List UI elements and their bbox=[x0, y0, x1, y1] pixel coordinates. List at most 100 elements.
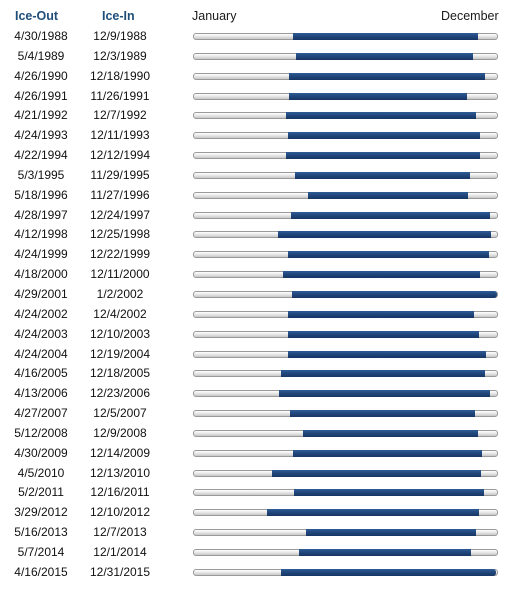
ice-out-date: 4/26/1990 bbox=[14, 68, 68, 83]
ice-out-date: 4/24/1999 bbox=[14, 247, 68, 262]
table-row: 4/24/2004 12/19/2004 bbox=[0, 345, 514, 365]
year-track bbox=[193, 568, 498, 576]
table-row: 5/7/2014 12/1/2014 bbox=[0, 543, 514, 563]
ice-in-date: 12/11/1993 bbox=[90, 128, 150, 143]
ice-out-date: 4/27/2007 bbox=[14, 406, 68, 421]
year-track bbox=[193, 112, 498, 120]
table-row: 4/26/1990 12/18/1990 bbox=[0, 67, 514, 87]
year-track bbox=[193, 132, 498, 140]
table-row: 4/5/2010 12/13/2010 bbox=[0, 464, 514, 484]
ice-out-date: 4/26/1991 bbox=[14, 88, 68, 103]
open-water-bar bbox=[293, 33, 478, 40]
table-row: 4/27/2007 12/5/2007 bbox=[0, 404, 514, 424]
ice-in-date: 12/22/1999 bbox=[89, 247, 151, 262]
year-track bbox=[193, 529, 498, 537]
year-track bbox=[193, 449, 498, 457]
year-track bbox=[193, 251, 498, 259]
table-row: 5/12/2008 12/9/2008 bbox=[0, 424, 514, 444]
table-row: 4/28/1997 12/24/1997 bbox=[0, 206, 514, 226]
ice-in-header: Ice-In bbox=[102, 9, 135, 23]
open-water-bar bbox=[272, 469, 482, 477]
ice-out-date: 4/16/2005 bbox=[14, 366, 68, 381]
open-water-bar bbox=[287, 132, 480, 140]
table-row: 4/21/1992 12/7/1992 bbox=[0, 106, 514, 126]
open-water-bar bbox=[308, 191, 468, 199]
ice-in-date: 12/31/2015 bbox=[89, 564, 151, 579]
open-water-bar bbox=[278, 390, 490, 398]
ice-out-date: 4/21/1992 bbox=[14, 108, 68, 123]
year-track bbox=[193, 231, 498, 239]
year-track bbox=[193, 271, 498, 279]
year-track bbox=[193, 548, 498, 556]
open-water-bar bbox=[298, 548, 472, 556]
table-row: 4/30/1988 12/9/1988 bbox=[0, 27, 514, 47]
open-water-bar bbox=[306, 529, 477, 537]
year-track bbox=[193, 330, 498, 338]
ice-in-date: 12/9/1988 bbox=[93, 29, 147, 43]
open-water-bar bbox=[291, 211, 491, 219]
year-track bbox=[193, 310, 498, 318]
ice-out-date: 4/24/2004 bbox=[14, 346, 68, 361]
ice-in-date: 12/16/2011 bbox=[90, 485, 150, 500]
open-water-bar bbox=[287, 251, 489, 259]
ice-in-date: 12/11/2000 bbox=[90, 267, 150, 282]
ice-in-date: 12/5/2007 bbox=[93, 406, 147, 421]
ice-in-date: 12/13/2010 bbox=[89, 465, 151, 480]
ice-out-date: 4/24/1993 bbox=[14, 128, 68, 143]
ice-in-date: 12/23/2006 bbox=[89, 386, 151, 401]
table-row: 4/16/2015 12/31/2015 bbox=[0, 563, 514, 583]
year-track bbox=[193, 370, 498, 378]
open-water-bar bbox=[289, 72, 486, 80]
ice-in-date: 12/3/1989 bbox=[93, 48, 147, 63]
open-water-bar bbox=[295, 171, 470, 179]
ice-in-date: 11/29/1995 bbox=[90, 167, 150, 182]
year-track bbox=[193, 290, 498, 298]
year-track bbox=[193, 211, 498, 219]
ice-out-date: 5/18/1996 bbox=[14, 187, 68, 202]
open-water-bar bbox=[281, 568, 497, 576]
ice-in-date: 12/18/1990 bbox=[89, 68, 151, 83]
table-row: 5/18/1996 11/27/1996 bbox=[0, 186, 514, 206]
year-track bbox=[193, 52, 498, 60]
open-water-bar bbox=[290, 410, 475, 418]
ice-out-date: 5/12/2008 bbox=[14, 425, 68, 440]
ice-out-date: 5/3/1995 bbox=[17, 167, 65, 182]
ice-out-date: 3/29/2012 bbox=[14, 505, 68, 520]
open-water-bar bbox=[266, 509, 479, 517]
open-water-bar bbox=[289, 92, 468, 100]
ice-in-date: 12/9/2008 bbox=[93, 425, 147, 440]
open-water-bar bbox=[283, 271, 480, 279]
ice-in-date: 12/10/2003 bbox=[89, 326, 151, 341]
ice-in-date: 12/12/1994 bbox=[89, 148, 151, 163]
ice-out-date: 4/13/2006 bbox=[14, 386, 68, 401]
ice-in-date: 12/14/2009 bbox=[89, 445, 151, 460]
open-water-bar bbox=[296, 52, 473, 60]
table-row: 5/4/1989 12/3/1989 bbox=[0, 47, 514, 67]
year-track bbox=[193, 410, 498, 418]
year-track bbox=[193, 191, 498, 199]
open-water-bar bbox=[288, 350, 487, 358]
year-track bbox=[193, 469, 498, 477]
ice-in-date: 12/10/2012 bbox=[89, 505, 151, 520]
axis-end-label: December bbox=[441, 9, 499, 23]
ice-in-date: 1/2/2002 bbox=[96, 286, 144, 301]
open-water-bar bbox=[286, 152, 481, 160]
ice-out-header: Ice-Out bbox=[15, 9, 59, 23]
open-water-bar bbox=[294, 489, 484, 497]
ice-in-date: 12/25/1998 bbox=[89, 227, 151, 242]
ice-out-date: 4/22/1994 bbox=[14, 148, 68, 163]
table-row: 3/29/2012 12/10/2012 bbox=[0, 503, 514, 523]
open-water-bar bbox=[277, 231, 492, 239]
table-row: 4/24/2003 12/10/2003 bbox=[0, 325, 514, 345]
table-row: 5/2/2011 12/16/2011 bbox=[0, 483, 514, 503]
year-track bbox=[193, 390, 498, 398]
chart-rows: 4/30/1988 12/9/1988 5/4/1989 12/3/1989 4/26/… bbox=[0, 27, 514, 583]
ice-out-date: 4/24/2003 bbox=[14, 326, 68, 341]
table-row: 4/26/1991 11/26/1991 bbox=[0, 87, 514, 107]
table-row: 4/12/1998 12/25/1998 bbox=[0, 225, 514, 245]
open-water-bar bbox=[281, 370, 486, 378]
open-water-bar bbox=[292, 449, 483, 457]
ice-in-date: 11/27/1996 bbox=[90, 187, 150, 202]
open-water-bar bbox=[285, 112, 477, 120]
table-row: 4/24/1993 12/11/1993 bbox=[0, 126, 514, 146]
